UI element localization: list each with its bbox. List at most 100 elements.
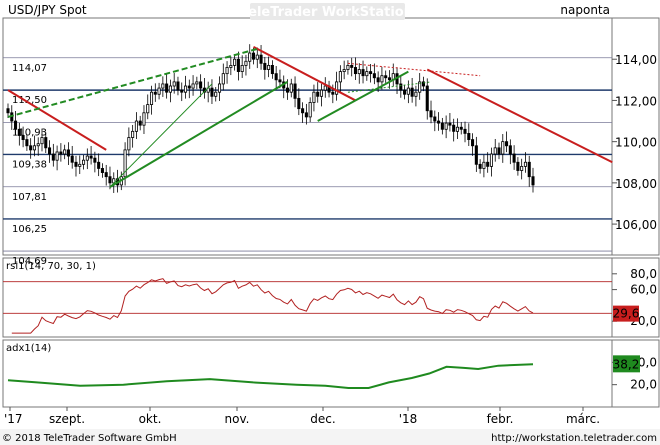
candle-down xyxy=(236,58,240,72)
candle-down xyxy=(531,176,535,186)
candle-up xyxy=(229,65,233,68)
candle-down xyxy=(331,91,335,95)
x-tick-label: szept. xyxy=(49,412,85,426)
candle-down xyxy=(497,147,501,155)
trend-line-up-thin xyxy=(109,83,213,188)
level-label: 104,69 xyxy=(12,256,47,267)
candle-up xyxy=(85,155,89,161)
candle-up xyxy=(335,81,339,95)
candle-up xyxy=(127,137,131,151)
candle-down xyxy=(48,147,52,155)
y-tick-label: 110,00 xyxy=(615,136,657,150)
candle-down xyxy=(293,83,297,99)
watermark-box xyxy=(250,3,405,20)
candle-up xyxy=(365,71,369,77)
candle-down xyxy=(467,133,471,140)
candle-up xyxy=(501,141,505,155)
level-label: 112,50 xyxy=(12,95,47,106)
rsi-line xyxy=(11,278,534,334)
candle-up xyxy=(217,83,222,93)
rsi-name: rsi1(14, 70, 30, 1) xyxy=(6,261,96,272)
candle-down xyxy=(433,116,437,122)
candle-up xyxy=(346,65,350,70)
trend-line-down xyxy=(7,89,107,151)
rsi-panel-frame xyxy=(2,257,660,338)
trend-line-up xyxy=(317,70,409,122)
candle-up xyxy=(248,52,252,62)
candle-down xyxy=(376,77,380,83)
candle-down xyxy=(459,126,463,130)
rsi-value-badge xyxy=(613,305,639,322)
candle-up xyxy=(32,145,36,151)
candle-down xyxy=(486,161,490,167)
candle-down xyxy=(263,62,267,70)
candle-up xyxy=(161,83,165,89)
candle-down xyxy=(387,77,392,81)
x-tick-label: márc. xyxy=(566,412,600,426)
x-tick-label: dec. xyxy=(310,412,335,426)
candle-down xyxy=(29,145,33,151)
candle-down xyxy=(25,139,29,147)
candles xyxy=(6,44,535,193)
candle-down xyxy=(285,87,290,93)
candle-down xyxy=(74,161,78,167)
candle-up xyxy=(149,91,154,105)
candle-down xyxy=(508,145,512,155)
candle-up xyxy=(323,85,327,91)
candle-down xyxy=(471,139,475,147)
candle-down xyxy=(104,172,108,178)
adx-value: 38,2 xyxy=(613,357,640,371)
source-url: http://workstation.teletrader.com xyxy=(491,433,657,444)
candle-down xyxy=(372,73,376,79)
trend-line-down xyxy=(426,68,613,164)
trend-line-up xyxy=(109,81,289,188)
candle-up xyxy=(157,87,161,95)
candle-down xyxy=(187,85,191,89)
candle-up xyxy=(289,83,293,93)
candle-down xyxy=(429,110,433,118)
candle-down xyxy=(403,89,407,95)
candle-down xyxy=(350,65,354,68)
candle-down xyxy=(108,176,112,184)
level-label: 110,93 xyxy=(12,127,47,138)
candle-down xyxy=(70,155,74,163)
candle-down xyxy=(463,128,467,134)
copyright: © 2018 TeleTrader Software GmbH xyxy=(2,433,177,444)
candle-down xyxy=(399,83,403,91)
candle-down xyxy=(440,122,444,130)
candle-down xyxy=(199,81,203,89)
candle-down xyxy=(17,128,21,136)
level-label: 109,38 xyxy=(12,159,47,170)
candle-up xyxy=(172,81,176,87)
candle-down xyxy=(425,85,429,112)
y-tick-label: 114,00 xyxy=(615,53,657,67)
candle-down xyxy=(452,124,456,132)
candle-up xyxy=(36,143,40,147)
candle-down xyxy=(66,149,70,157)
adx-panel-frame xyxy=(2,339,660,408)
candle-down xyxy=(165,83,169,93)
symbol-title: USD/JPY Spot xyxy=(8,3,87,17)
candle-up xyxy=(319,89,324,97)
candle-up xyxy=(225,67,229,75)
candle-up xyxy=(482,161,486,169)
candle-down xyxy=(410,87,414,97)
candle-down xyxy=(437,120,441,124)
candle-down xyxy=(369,71,373,75)
candle-up xyxy=(406,87,410,95)
candle-up xyxy=(338,71,342,83)
candle-down xyxy=(353,67,358,75)
adx-name: adx1(14) xyxy=(6,343,51,354)
candle-down xyxy=(176,81,180,91)
candle-up xyxy=(520,165,524,171)
y-tick-label: 108,00 xyxy=(615,177,657,191)
candle-down xyxy=(512,153,516,163)
candle-up xyxy=(191,83,195,89)
candle-up xyxy=(493,147,497,155)
candle-up xyxy=(82,159,86,165)
candle-up xyxy=(78,163,82,167)
trend-line-down xyxy=(253,45,356,102)
x-tick-label: '18 xyxy=(399,412,418,426)
candle-down xyxy=(297,97,301,110)
adx-value-badge xyxy=(613,355,640,373)
